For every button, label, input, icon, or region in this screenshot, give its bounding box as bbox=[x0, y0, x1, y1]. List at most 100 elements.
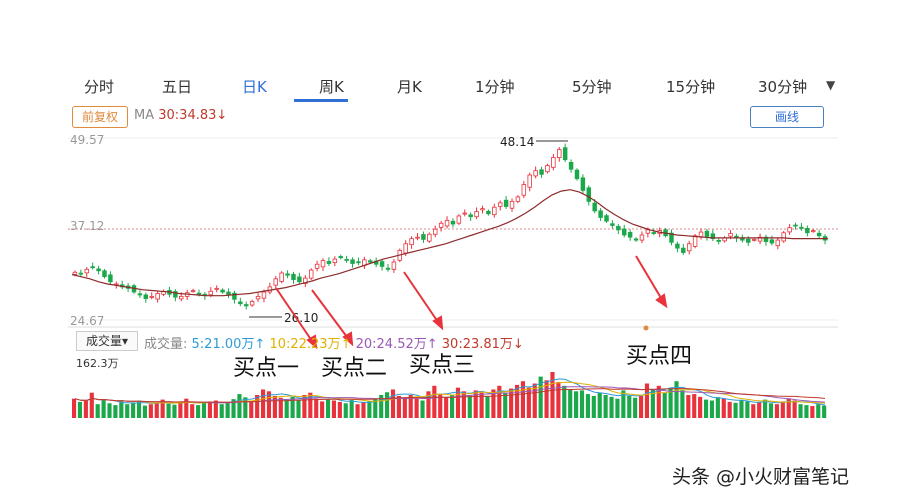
volume-bar bbox=[692, 394, 697, 418]
volume-bar bbox=[284, 399, 289, 418]
candle-body bbox=[409, 238, 414, 246]
candle-body bbox=[480, 208, 485, 211]
volume-bar bbox=[668, 387, 673, 418]
candle-body bbox=[297, 276, 302, 283]
candle-body bbox=[486, 210, 491, 215]
volume-bar bbox=[479, 392, 484, 418]
candle-body bbox=[716, 240, 721, 242]
volume-bar bbox=[774, 404, 779, 418]
volume-bar bbox=[804, 405, 809, 418]
draw-line-button[interactable]: 画线 bbox=[750, 106, 824, 128]
candle-body bbox=[338, 256, 343, 259]
volume-bar bbox=[438, 394, 443, 418]
candle-body bbox=[704, 230, 710, 237]
volume-bar bbox=[715, 397, 720, 418]
volume-bar bbox=[609, 396, 614, 418]
candle-body bbox=[350, 259, 355, 264]
watermark: 头条 @小火财富笔记 bbox=[672, 466, 850, 488]
volume-bar bbox=[231, 399, 236, 418]
candle-body bbox=[781, 232, 786, 242]
tab-5min[interactable]: 5分钟 bbox=[572, 78, 612, 96]
candle-body bbox=[356, 261, 361, 264]
volume-bar bbox=[473, 390, 478, 418]
tab-five-day[interactable]: 五日 bbox=[162, 78, 193, 96]
adjust-button[interactable]: 前复权 bbox=[72, 106, 128, 128]
candle-body bbox=[686, 243, 692, 252]
volume-bar bbox=[337, 401, 342, 418]
volume-bar bbox=[786, 398, 791, 418]
candle-body bbox=[462, 212, 467, 215]
volume-ma-30 bbox=[74, 388, 826, 403]
arrow-3 bbox=[403, 271, 441, 326]
arrow-2 bbox=[311, 289, 351, 342]
candle-body bbox=[751, 238, 757, 241]
volume-bar bbox=[178, 401, 183, 418]
volume-bar bbox=[703, 399, 709, 418]
candle-body bbox=[604, 215, 609, 222]
volume-bar bbox=[686, 395, 691, 418]
volume-bar bbox=[225, 402, 230, 418]
volume-bar bbox=[780, 401, 785, 418]
volume-bar bbox=[166, 403, 171, 418]
volume-bar bbox=[574, 391, 579, 418]
candle-body bbox=[799, 226, 804, 229]
volume-bar bbox=[491, 389, 496, 418]
candle-body bbox=[427, 233, 432, 242]
volume-bar bbox=[514, 384, 520, 418]
ma30-value: 30:34.83↓ bbox=[158, 108, 228, 123]
volume-bar bbox=[467, 395, 472, 418]
volume-bar bbox=[302, 395, 307, 418]
volume-bar bbox=[119, 401, 124, 418]
volume-bar bbox=[739, 400, 744, 418]
candle-body bbox=[220, 289, 225, 293]
volume-bar bbox=[633, 397, 638, 418]
volume-bar bbox=[95, 404, 100, 418]
volume-bar bbox=[349, 400, 354, 418]
tab-1min[interactable]: 1分钟 bbox=[475, 78, 515, 96]
volume-bar bbox=[562, 385, 567, 418]
volume-bar bbox=[822, 405, 827, 418]
candle-body bbox=[403, 243, 408, 254]
volume-bar bbox=[733, 402, 738, 418]
candle-body bbox=[78, 272, 84, 275]
ytick-mid: 37.12 bbox=[70, 219, 104, 233]
tab-daily-k[interactable]: 日K bbox=[242, 78, 267, 96]
chevron-down-icon[interactable]: ▼ bbox=[826, 78, 836, 92]
volume-bar bbox=[379, 395, 384, 418]
volume-bar bbox=[721, 398, 726, 418]
volume-bar bbox=[308, 392, 313, 418]
volume-bar bbox=[727, 401, 732, 418]
volume-bar bbox=[101, 399, 106, 418]
volume-bar bbox=[131, 402, 136, 418]
volume-bar bbox=[497, 385, 502, 418]
vol-ma5: 5:21.00万↑ bbox=[191, 337, 266, 352]
candle-body bbox=[179, 295, 184, 300]
volume-indicator-select[interactable]: 成交量▾ bbox=[76, 331, 138, 351]
candle-body bbox=[468, 214, 473, 218]
volume-bar bbox=[621, 390, 626, 418]
candle-body bbox=[232, 292, 237, 300]
tab-minute[interactable]: 分时 bbox=[84, 78, 115, 96]
volume-bar bbox=[556, 382, 561, 418]
tab-30min[interactable]: 30分钟 bbox=[758, 78, 808, 96]
candle-body bbox=[787, 227, 792, 233]
candle-body bbox=[757, 236, 763, 242]
candle-body bbox=[344, 259, 349, 261]
volume-bar bbox=[343, 403, 348, 418]
volume-bar bbox=[196, 405, 201, 418]
candle-body bbox=[675, 243, 680, 249]
volume-bar bbox=[763, 399, 768, 418]
volume-bar bbox=[627, 395, 632, 418]
volume-bar bbox=[219, 404, 224, 418]
volume-bar bbox=[520, 381, 526, 418]
tab-monthly-k[interactable]: 月K bbox=[397, 78, 422, 96]
volume-bar bbox=[72, 398, 77, 418]
volume-bar bbox=[709, 400, 715, 418]
candle-body bbox=[456, 215, 462, 224]
volume-bar bbox=[172, 404, 177, 418]
tab-weekly-k[interactable]: 周K bbox=[319, 78, 344, 96]
candle-body bbox=[102, 270, 107, 278]
volume-bar bbox=[662, 392, 667, 418]
tab-15min[interactable]: 15分钟 bbox=[666, 78, 716, 96]
